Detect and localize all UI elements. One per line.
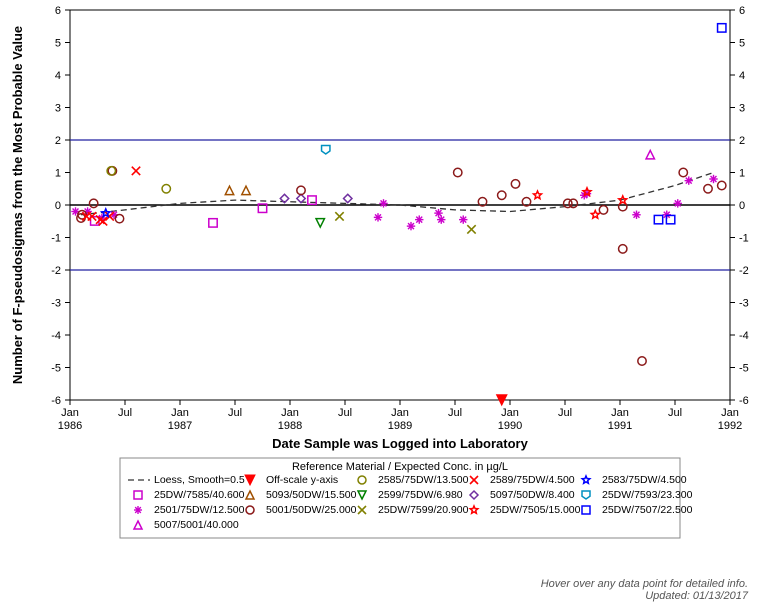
svg-text:3: 3 bbox=[739, 103, 745, 115]
svg-text:-2: -2 bbox=[739, 265, 749, 277]
svg-text:25DW/7599/20.900: 25DW/7599/20.900 bbox=[378, 504, 469, 516]
svg-text:5093/50DW/15.500: 5093/50DW/15.500 bbox=[266, 489, 357, 501]
svg-text:Date Sample was Logged into La: Date Sample was Logged into Laboratory bbox=[272, 436, 528, 451]
svg-text:-5: -5 bbox=[51, 363, 61, 375]
svg-text:5001/50DW/25.000: 5001/50DW/25.000 bbox=[266, 504, 357, 516]
svg-text:-5: -5 bbox=[739, 363, 749, 375]
svg-text:1: 1 bbox=[739, 168, 745, 180]
svg-text:5: 5 bbox=[739, 38, 745, 50]
svg-text:6: 6 bbox=[739, 5, 745, 17]
svg-text:Reference Material / Expected: Reference Material / Expected Conc. in µ… bbox=[292, 461, 508, 473]
svg-text:0: 0 bbox=[55, 200, 61, 212]
svg-text:Jan: Jan bbox=[61, 407, 79, 419]
svg-text:2: 2 bbox=[55, 135, 61, 147]
svg-text:Jul: Jul bbox=[448, 407, 462, 419]
svg-text:1: 1 bbox=[55, 168, 61, 180]
svg-text:Jan: Jan bbox=[611, 407, 629, 419]
svg-text:5: 5 bbox=[55, 38, 61, 50]
svg-text:Jan: Jan bbox=[171, 407, 189, 419]
svg-text:-3: -3 bbox=[739, 298, 749, 310]
svg-text:-6: -6 bbox=[51, 395, 61, 407]
footer-updated-text: Updated: 01/13/2017 bbox=[645, 590, 748, 602]
svg-text:Off-scale y-axis: Off-scale y-axis bbox=[266, 474, 338, 486]
svg-text:Jul: Jul bbox=[228, 407, 242, 419]
svg-text:Jul: Jul bbox=[118, 407, 132, 419]
svg-text:2599/75DW/6.980: 2599/75DW/6.980 bbox=[378, 489, 463, 501]
svg-text:-4: -4 bbox=[739, 330, 749, 342]
svg-text:2585/75DW/13.500: 2585/75DW/13.500 bbox=[378, 474, 469, 486]
svg-text:Number of F-pseudosigmas from: Number of F-pseudosigmas from the Most P… bbox=[10, 26, 25, 384]
svg-text:25DW/7505/15.000: 25DW/7505/15.000 bbox=[490, 504, 581, 516]
svg-text:25DW/7585/40.600: 25DW/7585/40.600 bbox=[154, 489, 245, 501]
svg-text:Jan: Jan bbox=[721, 407, 739, 419]
svg-text:Jan: Jan bbox=[501, 407, 519, 419]
data-points bbox=[71, 24, 726, 406]
svg-text:1987: 1987 bbox=[168, 420, 192, 432]
svg-text:2589/75DW/4.500: 2589/75DW/4.500 bbox=[490, 474, 575, 486]
svg-text:5097/50DW/8.400: 5097/50DW/8.400 bbox=[490, 489, 575, 501]
svg-text:-3: -3 bbox=[51, 298, 61, 310]
svg-text:2501/75DW/12.500: 2501/75DW/12.500 bbox=[154, 504, 245, 516]
svg-text:1990: 1990 bbox=[498, 420, 522, 432]
svg-text:25DW/7507/22.500: 25DW/7507/22.500 bbox=[602, 504, 693, 516]
svg-text:1989: 1989 bbox=[388, 420, 412, 432]
svg-text:Jul: Jul bbox=[338, 407, 352, 419]
svg-text:Jan: Jan bbox=[391, 407, 409, 419]
svg-text:4: 4 bbox=[739, 70, 745, 82]
scatter-chart: -6 -6 -5 -5 -4 -4 -3 -3 -2 -2 -1 -1 0 0 1 1 2 2 3 3 4 4 5 5 6 6 Ja… bbox=[0, 0, 768, 576]
svg-text:1988: 1988 bbox=[278, 420, 302, 432]
svg-text:-1: -1 bbox=[739, 233, 749, 245]
svg-text:4: 4 bbox=[55, 70, 61, 82]
svg-text:-1: -1 bbox=[51, 233, 61, 245]
svg-text:5007/5001/40.000: 5007/5001/40.000 bbox=[154, 519, 239, 531]
svg-text:Jan: Jan bbox=[281, 407, 299, 419]
svg-text:0: 0 bbox=[739, 200, 745, 212]
svg-text:3: 3 bbox=[55, 103, 61, 115]
footer-hover-text: Hover over any data point for detailed i… bbox=[541, 578, 748, 590]
svg-text:-2: -2 bbox=[51, 265, 61, 277]
svg-text:-4: -4 bbox=[51, 330, 61, 342]
svg-text:Loess, Smooth=0.5: Loess, Smooth=0.5 bbox=[154, 474, 245, 486]
svg-text:Jul: Jul bbox=[668, 407, 682, 419]
svg-text:2: 2 bbox=[739, 135, 745, 147]
svg-text:-6: -6 bbox=[739, 395, 749, 407]
svg-text:1992: 1992 bbox=[718, 420, 742, 432]
svg-text:6: 6 bbox=[55, 5, 61, 17]
svg-text:1986: 1986 bbox=[58, 420, 82, 432]
svg-text:1991: 1991 bbox=[608, 420, 632, 432]
svg-text:25DW/7593/23.300: 25DW/7593/23.300 bbox=[602, 489, 693, 501]
svg-text:Jul: Jul bbox=[558, 407, 572, 419]
svg-text:2583/75DW/4.500: 2583/75DW/4.500 bbox=[602, 474, 687, 486]
footer-note: Hover over any data point for detailed i… bbox=[0, 576, 768, 608]
